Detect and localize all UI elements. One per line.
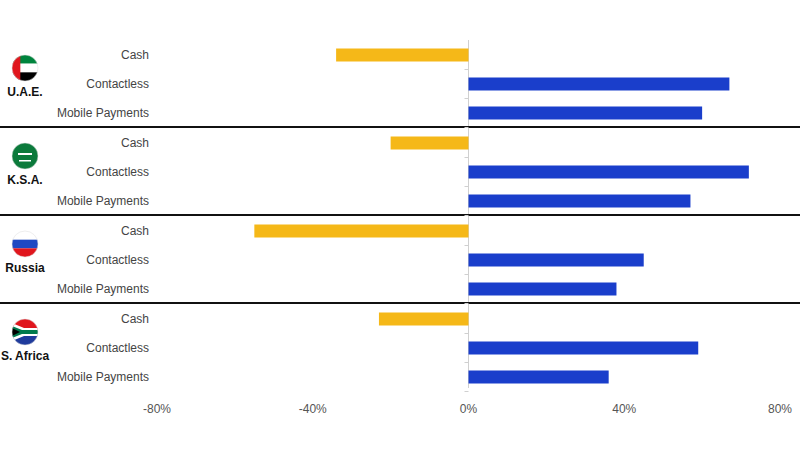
category-tick: [465, 127, 469, 128]
category-tick: [465, 391, 469, 392]
group-separator: [0, 302, 800, 304]
bar: [469, 342, 699, 355]
bar: [379, 313, 469, 326]
category-label: Mobile Payments: [57, 106, 149, 120]
bar: [336, 49, 468, 62]
group-label: K.S.A.: [7, 173, 42, 187]
bar: [469, 78, 730, 91]
flag-outline: [12, 143, 38, 169]
category-tick: [465, 362, 469, 363]
tick-label: 80%: [768, 402, 792, 416]
category-label: Contactless: [86, 341, 149, 355]
category-label: Mobile Payments: [57, 194, 149, 208]
group-separator: [0, 214, 800, 216]
category-tick: [465, 245, 469, 246]
bars: [254, 49, 749, 384]
flag-icon: [12, 319, 38, 345]
category-label: Cash: [121, 224, 149, 238]
tick-label: 0%: [460, 402, 478, 416]
tick-label: 40%: [612, 402, 636, 416]
category-label: Cash: [121, 48, 149, 62]
category-tick: [465, 98, 469, 99]
bar: [469, 254, 644, 267]
category-tick: [465, 303, 469, 304]
tick-label: -80%: [143, 402, 171, 416]
category-label: Mobile Payments: [57, 370, 149, 384]
flag-icon: [12, 143, 38, 169]
group-separator: [0, 126, 800, 128]
flag-icon: [12, 55, 38, 81]
category-label: Contactless: [86, 253, 149, 267]
bar: [469, 283, 617, 296]
bar: [469, 166, 749, 179]
flag-outline: [12, 55, 38, 81]
category-label: Cash: [121, 136, 149, 150]
group-label: Russia: [5, 261, 45, 275]
group-label: U.A.E.: [7, 85, 42, 99]
category-tick: [465, 274, 469, 275]
category-tick: [465, 186, 469, 187]
category-label: Cash: [121, 312, 149, 326]
category-tick: [465, 69, 469, 70]
flag-outline: [12, 319, 38, 345]
category-tick: [465, 215, 469, 216]
tick-label: -40%: [299, 402, 327, 416]
category-label: Mobile Payments: [57, 282, 149, 296]
chart: U.A.E. Cash Contactless Mobile Payments K.S.…: [0, 0, 800, 450]
group-label: S. Africa: [1, 349, 50, 363]
flag-icon: [12, 231, 38, 257]
bar: [254, 225, 468, 238]
category-tick: [465, 333, 469, 334]
flag-outline: [12, 231, 38, 257]
category-tick: [465, 157, 469, 158]
bar: [391, 137, 469, 150]
bar: [469, 371, 609, 384]
bar: [469, 107, 703, 120]
category-label: Contactless: [86, 165, 149, 179]
bar: [469, 195, 691, 208]
category-label: Contactless: [86, 77, 149, 91]
